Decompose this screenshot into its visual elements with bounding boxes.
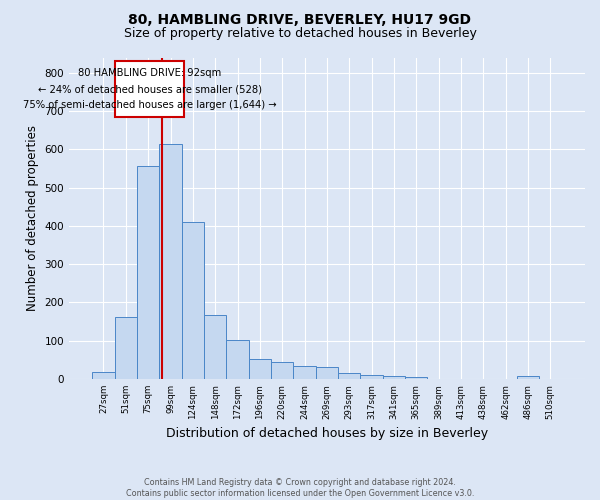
Bar (517, 376, 539, 379)
Bar (293, 366, 316, 379)
Bar (92, 372, 115, 379)
Text: Size of property relative to detached houses in Beverley: Size of property relative to detached ho… (124, 28, 476, 40)
Text: 80 HAMBLING DRIVE: 92sqm: 80 HAMBLING DRIVE: 92sqm (78, 68, 221, 78)
Text: ← 24% of detached houses are smaller (528): ← 24% of detached houses are smaller (52… (38, 84, 262, 94)
Bar (249, 358, 271, 379)
Bar (316, 368, 338, 379)
Bar (115, 316, 137, 379)
Bar (204, 315, 226, 379)
Y-axis label: Number of detached properties: Number of detached properties (26, 125, 39, 311)
Bar (338, 373, 361, 379)
Bar (182, 222, 204, 379)
Bar (226, 340, 249, 379)
Bar (361, 375, 383, 379)
Bar (383, 376, 405, 379)
X-axis label: Distribution of detached houses by size in Beverley: Distribution of detached houses by size … (166, 427, 488, 440)
Bar (271, 362, 293, 379)
Text: 80, HAMBLING DRIVE, BEVERLEY, HU17 9GD: 80, HAMBLING DRIVE, BEVERLEY, HU17 9GD (128, 12, 472, 26)
Bar (137, 166, 160, 379)
Bar (405, 377, 427, 379)
Bar (160, 144, 182, 379)
Text: 75% of semi-detached houses are larger (1,644) →: 75% of semi-detached houses are larger (… (23, 100, 277, 110)
Text: Contains HM Land Registry data © Crown copyright and database right 2024.
Contai: Contains HM Land Registry data © Crown c… (126, 478, 474, 498)
FancyBboxPatch shape (115, 62, 184, 117)
